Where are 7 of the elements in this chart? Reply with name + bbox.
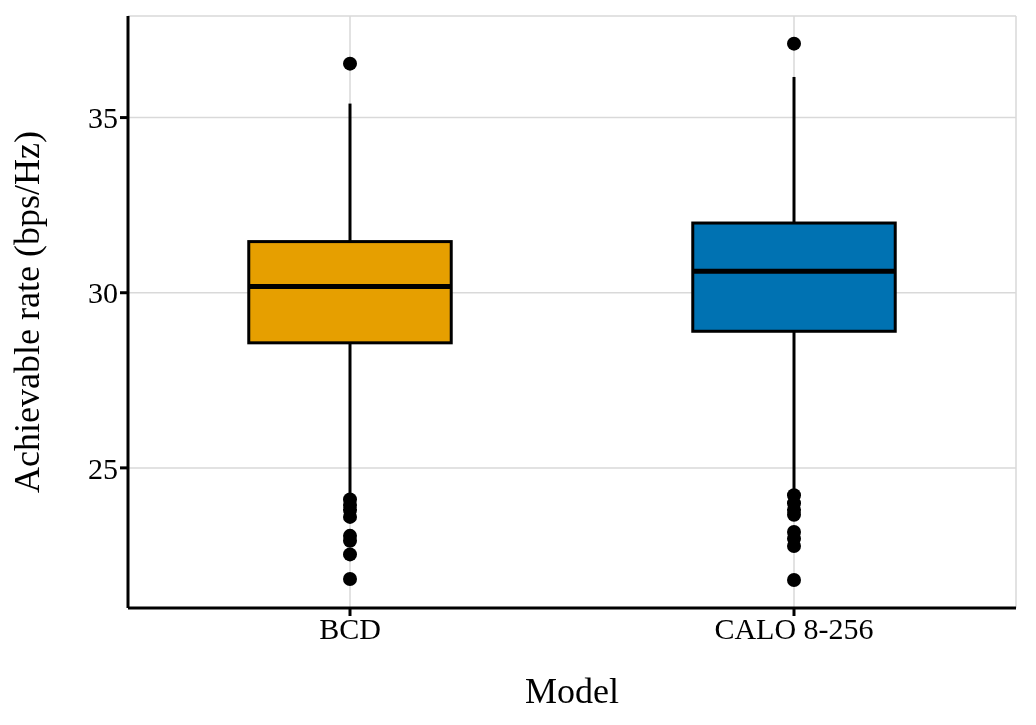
y-axis-title: Achievable rate (bps/Hz) <box>6 131 47 493</box>
y-tick-label: 30 <box>88 276 118 310</box>
x-axis-title: Model <box>525 671 619 711</box>
y-tick-label: 25 <box>88 451 118 485</box>
x-tick-label: CALO 8-256 <box>714 612 874 646</box>
y-tick-label: 35 <box>88 101 118 135</box>
x-tick-label: BCD <box>319 612 381 646</box>
